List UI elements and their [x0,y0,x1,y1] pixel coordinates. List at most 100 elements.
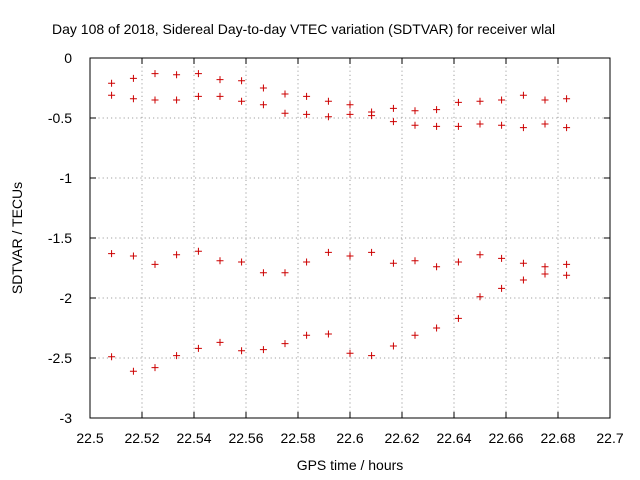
data-point [238,97,246,105]
data-point [216,338,224,346]
data-point [411,107,419,115]
y-tick-label: -2 [60,290,73,306]
data-point [389,342,397,350]
x-tick-label: 22.58 [280,430,315,446]
data-point [476,97,484,105]
data-point [541,263,549,271]
x-tick-label: 22.52 [124,430,159,446]
x-tick-label: 22.66 [488,430,523,446]
data-point [303,258,311,266]
data-point [476,251,484,259]
y-tick-labels: 0 -0.5 -1 -1.5 -2 -2.5 -3 [48,50,72,426]
y-tick-label: -1.5 [48,230,72,246]
x-axis-label: GPS time / hours [297,457,404,473]
data-point [563,260,571,268]
x-tick-label: 22.54 [176,430,211,446]
data-point [108,79,116,87]
data-point [259,346,267,354]
data-point [389,118,397,126]
x-tick-label: 22.64 [436,430,471,446]
data-point [433,122,441,130]
data-point [194,92,202,100]
data-point [454,98,462,106]
y-tick-label: -2.5 [48,350,72,366]
data-point [498,284,506,292]
data-point [563,124,571,132]
series-upper-b [108,91,571,132]
data-point [238,347,246,355]
data-point [498,254,506,262]
x-tick-label: 22.6 [336,430,363,446]
data-point [433,106,441,114]
data-point [389,104,397,112]
data-point [281,269,289,277]
data-point [151,70,159,78]
data-point [368,112,376,120]
data-point [216,92,224,100]
data-point [303,331,311,339]
data-point [129,252,137,260]
data-point [173,96,181,104]
data-point [108,250,116,258]
y-tick-label: -3 [60,410,73,426]
data-point [324,248,332,256]
x-tick-labels: 22.5 22.52 22.54 22.56 22.58 22.6 22.62 22.64 22… [76,430,623,446]
data-point [151,96,159,104]
y-tick-label: 0 [64,50,72,66]
data-point [454,122,462,130]
data-point [346,110,354,118]
data-point [563,271,571,279]
data-point [519,276,527,284]
series-lower-a [108,247,571,277]
data-point [259,101,267,109]
data-point [259,269,267,277]
data-point [541,270,549,278]
data-point [303,92,311,100]
data-point [433,263,441,271]
data-point [194,70,202,78]
x-tick-label: 22.7 [596,430,623,446]
x-tick-label: 22.62 [384,430,419,446]
series-upper-a [108,70,571,116]
data-point [129,367,137,375]
data-point [541,120,549,128]
data-point [238,258,246,266]
data-point [151,260,159,268]
data-point [238,77,246,85]
data-point [108,91,116,99]
data-point [346,349,354,357]
data-point [281,90,289,98]
data-point [129,95,137,103]
data-point [151,364,159,372]
data-point [541,96,549,104]
axis-ticks [89,57,611,419]
data-point [216,257,224,265]
data-point [476,120,484,128]
data-point [476,293,484,301]
data-point [259,84,267,92]
data-point [173,352,181,360]
data-point [216,76,224,84]
series-lower-b [108,270,571,375]
x-tick-label: 22.56 [228,430,263,446]
data-point [498,121,506,129]
chart-title: Day 108 of 2018, Sidereal Day-to-day VTE… [52,21,555,37]
data-point [346,252,354,260]
data-point [368,352,376,360]
data-point [519,259,527,267]
data-point [411,331,419,339]
data-point [563,95,571,103]
x-tick-label: 22.5 [76,430,103,446]
data-point [368,248,376,256]
data-point [519,124,527,132]
data-point [519,91,527,99]
data-point [411,121,419,129]
data-point [173,71,181,79]
data-point [281,109,289,117]
data-point [194,247,202,255]
data-point [173,251,181,259]
data-point [433,324,441,332]
y-tick-label: -1 [60,170,73,186]
data-point [129,74,137,82]
